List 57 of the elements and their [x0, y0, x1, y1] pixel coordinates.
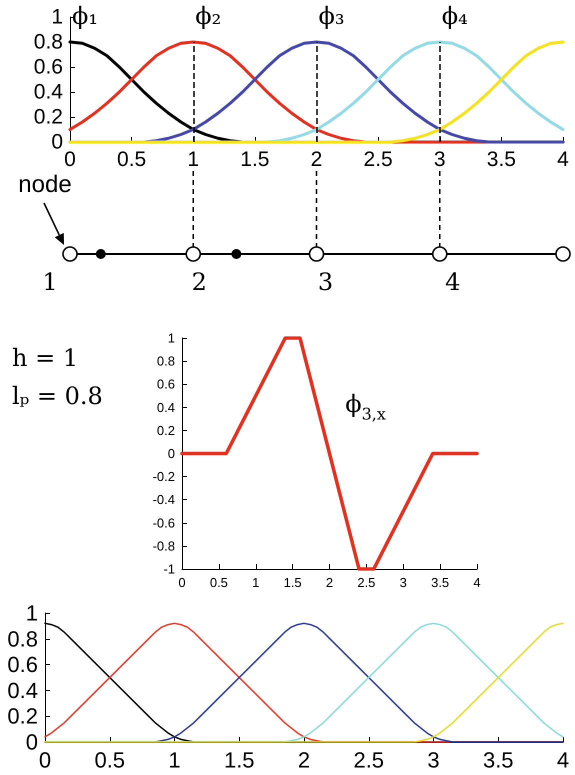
x-tick-label: 2.5	[357, 575, 376, 590]
y-tick-label: 0.6	[156, 376, 175, 392]
y-tick-label: 0	[168, 446, 175, 461]
y-tick-label: -0.6	[152, 515, 175, 530]
x-tick-label: 1.5	[240, 148, 270, 171]
y-tick-label: 0.2	[7, 704, 38, 729]
x-tick-label: 1	[252, 575, 260, 590]
x-tick-label: 4	[557, 148, 570, 171]
x-tick-label: 2	[298, 748, 310, 772]
series-label: ϕ₂	[195, 2, 222, 30]
y-tick-label: -1	[163, 562, 175, 576]
text: lₚ = 0.8	[12, 382, 103, 410]
y-tick-label: 0.4	[34, 80, 64, 104]
y-tick-label: 1	[51, 6, 63, 28]
y-tick-label: 0	[26, 730, 38, 754]
y-tick-label: -0.4	[152, 492, 175, 508]
series-label: ϕ₁	[72, 2, 98, 30]
x-tick-label: 1	[187, 148, 200, 171]
y-tick-label: -0.2	[152, 469, 175, 484]
y-tick-label: 1	[168, 330, 175, 346]
series-label: ϕ₃	[318, 2, 344, 30]
x-tick-label: 3.5	[486, 148, 516, 171]
x-tick-label: 2.5	[364, 148, 393, 171]
x-tick-label: 2	[326, 575, 334, 590]
x-tick-label: 4	[473, 575, 481, 590]
x-tick-label: 3	[427, 748, 440, 772]
y-tick-label: -0.8	[152, 538, 175, 554]
text: 2	[192, 268, 207, 296]
x-tick-label: 2	[310, 148, 322, 171]
y-tick-label: 0.6	[34, 56, 63, 78]
x-tick-label: 1.5	[284, 575, 302, 590]
y-tick-label: 0.8	[7, 626, 38, 652]
y-tick-label: 0.2	[156, 422, 175, 438]
text: h = 1	[12, 344, 78, 372]
x-tick-label: 0.5	[210, 575, 228, 590]
x-tick-label: 3.5	[482, 748, 514, 772]
y-tick-label: 0	[51, 130, 63, 154]
x-tick-label: 0.5	[117, 148, 146, 171]
x-tick-label: 3	[434, 148, 446, 171]
x-tick-label: 0	[178, 575, 186, 590]
y-tick-label: 0.6	[7, 652, 38, 678]
y-tick-label: 0.4	[156, 400, 175, 415]
y-tick-label: 0.2	[34, 106, 63, 128]
x-tick-label: 2.5	[353, 748, 384, 772]
x-tick-label: 4	[556, 748, 570, 772]
text: node	[18, 171, 72, 198]
y-tick-label: 0.4	[7, 678, 38, 703]
series-label: ϕ₄	[442, 2, 468, 30]
x-tick-label: 1.5	[224, 748, 255, 772]
text: 3	[318, 268, 334, 296]
text: 4	[445, 268, 460, 296]
x-tick-label: 3.5	[431, 575, 450, 590]
y-tick-label: 0.8	[156, 354, 175, 369]
y-tick-label: 1	[26, 600, 38, 626]
x-tick-label: 0.5	[94, 748, 126, 772]
y-tick-label: 0.8	[34, 30, 63, 54]
x-tick-label: 3	[400, 575, 407, 590]
